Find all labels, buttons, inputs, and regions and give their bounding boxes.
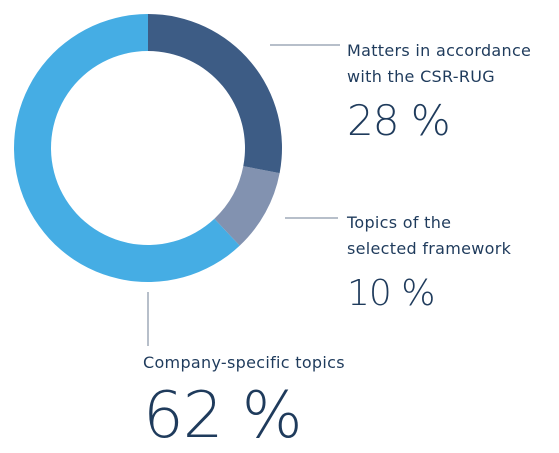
category-label: Matters in accordance with the CSR-RUG xyxy=(347,41,532,86)
donut-slice xyxy=(214,166,280,246)
chart xyxy=(13,14,340,346)
category-label: Company-specific topics xyxy=(143,353,345,372)
value-label: 10 % xyxy=(347,273,435,314)
value-label: 62 % xyxy=(143,379,303,453)
donut-slice xyxy=(13,14,240,282)
value-label: 28 % xyxy=(347,96,451,145)
page: (() => { const data = JSON.parse(documen… xyxy=(13,14,532,448)
donut-slice xyxy=(148,14,283,174)
category-label: Topics of the selected framework xyxy=(347,213,512,258)
